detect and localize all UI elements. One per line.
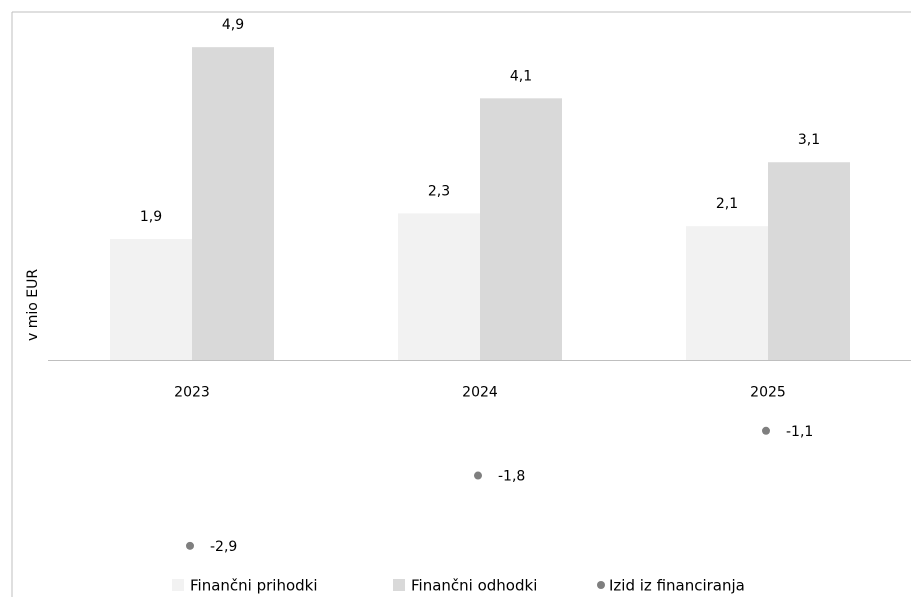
legend-label: Finančni prihodki <box>190 577 318 595</box>
value-label: -1,8 <box>498 469 525 485</box>
y-axis-label: v mio EUR <box>25 269 41 341</box>
bar <box>192 47 274 361</box>
bar <box>686 226 768 361</box>
value-label: 2,3 <box>428 183 450 199</box>
value-label: -1,1 <box>786 424 813 440</box>
value-label: -2,9 <box>210 539 237 555</box>
bar <box>768 162 850 361</box>
bar <box>480 98 562 361</box>
value-label: 1,9 <box>140 209 162 225</box>
x-tick-label: 2025 <box>750 384 786 400</box>
value-label: 4,9 <box>222 17 244 33</box>
x-tick-label: 2024 <box>462 384 498 400</box>
value-label: 3,1 <box>798 132 820 148</box>
value-label: 2,1 <box>716 196 738 212</box>
legend-swatch <box>172 579 184 591</box>
bar <box>398 213 480 361</box>
legend-label: Finančni odhodki <box>411 577 537 595</box>
legend-swatch <box>393 579 405 591</box>
bar <box>110 238 192 361</box>
legend-swatch <box>597 581 605 589</box>
legend-label: Izid iz financiranja <box>609 577 745 595</box>
dot <box>186 541 194 550</box>
x-tick-label: 2023 <box>174 384 210 400</box>
dot <box>762 426 770 435</box>
dot <box>474 471 482 480</box>
value-label: 4,1 <box>510 68 532 84</box>
